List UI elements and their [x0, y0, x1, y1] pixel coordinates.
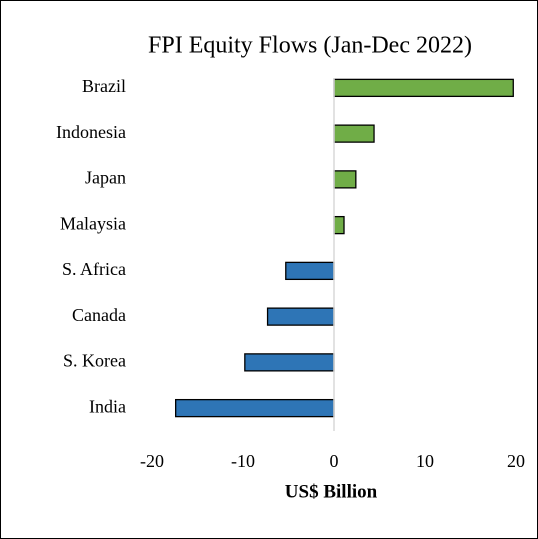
- x-tick-label: 10: [416, 451, 434, 471]
- y-tick-label: India: [89, 396, 126, 416]
- chart-title: FPI Equity Flows (Jan-Dec 2022): [148, 33, 472, 59]
- x-tick-label: -20: [140, 451, 164, 471]
- y-tick-label: Japan: [85, 168, 126, 188]
- y-tick-label: S. Korea: [63, 351, 126, 371]
- x-tick-label: 20: [507, 451, 525, 471]
- bar: [333, 124, 375, 143]
- bar: [333, 170, 357, 189]
- x-axis-label: US$ Billion: [285, 481, 378, 502]
- y-tick-label: Canada: [72, 305, 126, 325]
- y-tick-label: Indonesia: [56, 122, 126, 142]
- bar: [333, 215, 345, 235]
- y-tick-label: S. Africa: [62, 259, 126, 279]
- bar: [244, 353, 335, 372]
- y-tick-label: Brazil: [82, 76, 126, 96]
- y-tick-label: Malaysia: [60, 213, 126, 233]
- bar: [333, 78, 514, 98]
- bar: [285, 261, 335, 281]
- x-tick-label: -10: [231, 451, 255, 471]
- bar: [266, 307, 335, 326]
- x-tick-label: 0: [330, 451, 339, 471]
- bar: [175, 398, 335, 418]
